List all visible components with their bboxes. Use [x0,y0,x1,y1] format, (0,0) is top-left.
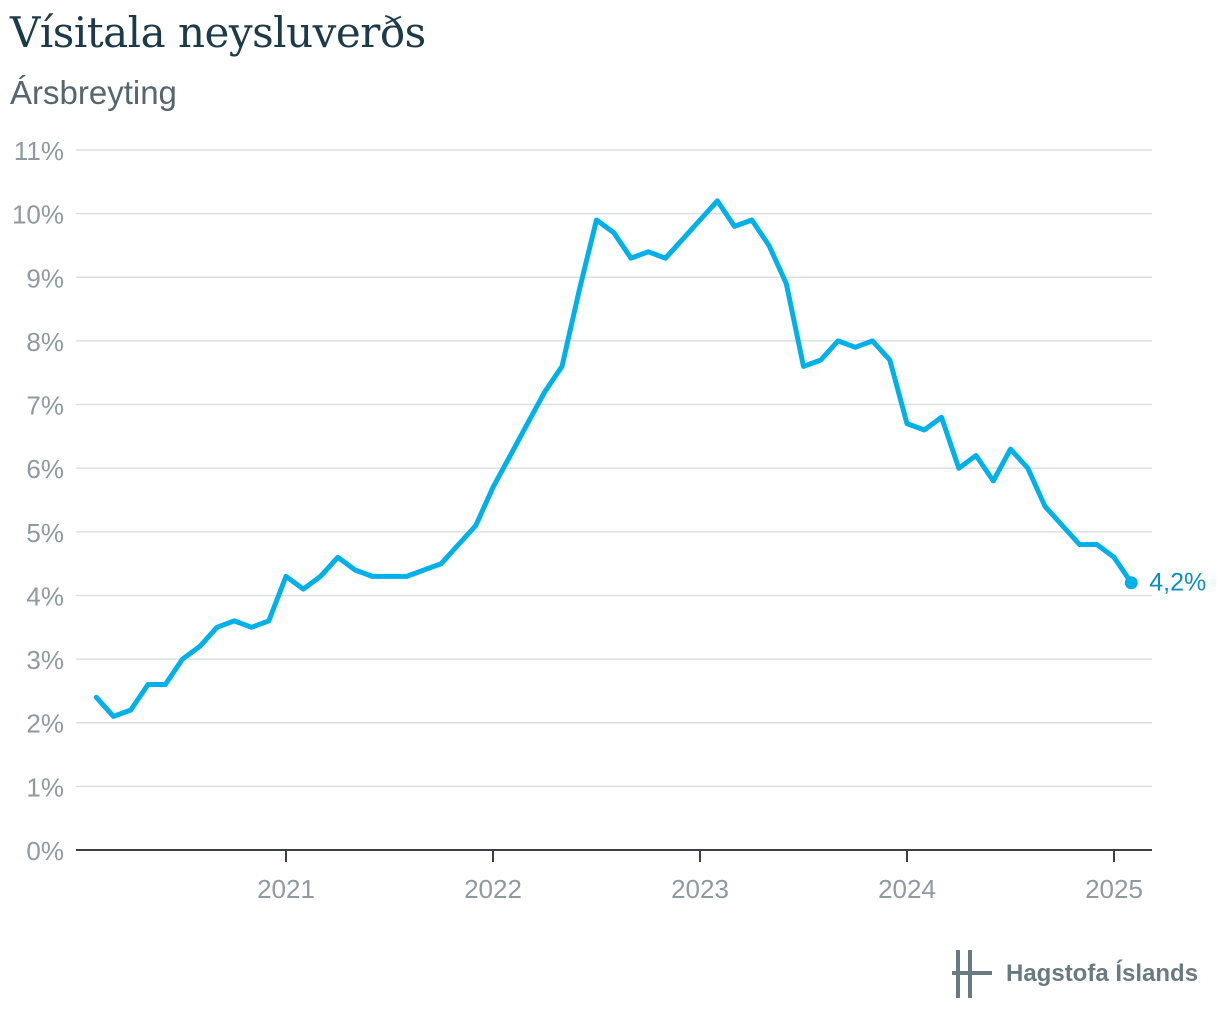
y-tick-label: 2% [26,709,64,739]
x-tick-label: 2023 [671,874,729,904]
y-tick-label: 7% [26,391,64,421]
y-tick-label: 8% [26,327,64,357]
y-tick-label: 1% [26,772,64,802]
gridlines [76,149,1152,788]
series-layer: 4,2% [93,198,1206,719]
y-tick-label: 0% [26,836,64,866]
y-tick-label: 5% [26,518,64,548]
chart-subtitle: Ársbreyting [10,74,177,111]
y-tick-label: 11% [14,136,64,166]
chart-title: Vísitala neysluverðs [10,8,426,57]
y-tick-label: 4% [26,581,64,611]
x-axis: 2021 2022 2023 2024 2025 [76,849,1152,904]
brand-name: Hagstofa Íslands [1006,960,1199,987]
series-line [93,198,1134,719]
end-value-label: 4,2% [1149,569,1206,597]
x-tick-label: 2022 [464,874,522,904]
brand-logo: Hagstofa Íslands [952,950,1198,998]
hagstofa-logo-icon [952,950,992,998]
end-point-marker [1124,576,1138,590]
y-tick-label: 10% [12,200,64,230]
x-tick-label: 2025 [1085,874,1143,904]
y-tick-label: 3% [26,645,64,675]
x-tick-label: 2024 [878,874,936,904]
y-tick-label: 9% [26,263,64,293]
y-axis-ticks: 0% 1% 2% 3% 4% 5% 6% 7% 8% 9% 10% 11% [12,136,64,866]
y-tick-label: 6% [26,454,64,484]
x-tick-label: 2021 [257,874,315,904]
